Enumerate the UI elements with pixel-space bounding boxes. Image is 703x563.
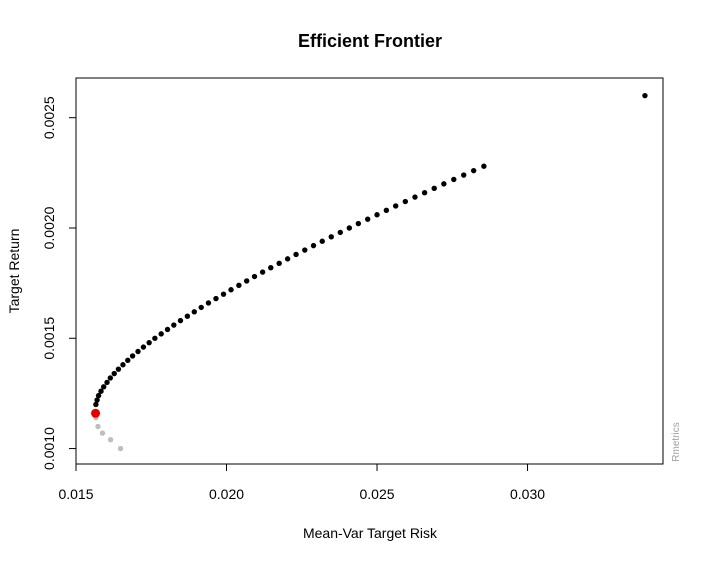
y-axis: 0.0010 0.0015 0.0020 0.0025 xyxy=(41,96,77,470)
frontier-point xyxy=(158,331,164,337)
x-axis: 0.015 0.020 0.025 0.030 xyxy=(58,463,545,502)
frontier-point xyxy=(177,317,184,324)
x-tick-label: 0.025 xyxy=(360,486,395,502)
frontier-point xyxy=(402,198,409,205)
inefficient-point xyxy=(117,445,124,452)
min-variance-point xyxy=(91,408,101,418)
frontier-point xyxy=(293,251,299,258)
inefficient-point xyxy=(99,430,106,436)
frontier-point xyxy=(481,163,487,169)
frontier-point xyxy=(284,256,291,262)
frontier-point xyxy=(392,203,399,209)
chart-title: Efficient Frontier xyxy=(298,31,442,51)
frontier-point xyxy=(98,388,104,394)
frontier-point xyxy=(337,229,344,236)
frontier-point xyxy=(213,295,219,302)
frontier-point xyxy=(107,375,114,381)
frontier-point xyxy=(319,238,325,244)
frontier-point xyxy=(328,234,334,240)
frontier-point xyxy=(184,313,191,319)
frontier-point xyxy=(171,322,177,328)
inefficient-point xyxy=(95,423,101,430)
x-tick-label: 0.015 xyxy=(58,486,93,502)
x-tick-label: 0.030 xyxy=(510,486,545,502)
frontier-point xyxy=(129,353,136,359)
frontier-point xyxy=(135,348,141,355)
frontier-point xyxy=(104,379,110,386)
frontier-point xyxy=(236,282,242,289)
frontier-point xyxy=(100,384,107,390)
frontier-point xyxy=(95,392,102,399)
frontier-point xyxy=(441,181,447,187)
y-tick-label: 0.0025 xyxy=(41,96,57,139)
frontier-point xyxy=(94,397,100,403)
frontier-point xyxy=(374,212,380,218)
y-tick-label: 0.0010 xyxy=(41,427,57,470)
frontier-point xyxy=(140,344,147,350)
frontier-point xyxy=(115,366,122,372)
frontier-point xyxy=(93,401,99,408)
frontier-point xyxy=(431,185,437,191)
frontier-point xyxy=(228,287,234,293)
frontier-point xyxy=(642,92,648,99)
frontier-point xyxy=(152,335,158,341)
frontier-point xyxy=(191,309,198,315)
frontier-points xyxy=(91,92,648,452)
frontier-point xyxy=(125,357,131,364)
frontier-point xyxy=(146,339,152,346)
frontier-point xyxy=(451,176,457,183)
frontier-point xyxy=(470,167,477,174)
frontier-point xyxy=(421,189,428,196)
y-tick-label: 0.0015 xyxy=(41,317,57,360)
frontier-point xyxy=(383,207,390,214)
y-axis-label: Target Return xyxy=(6,229,22,314)
frontier-point xyxy=(412,194,418,200)
frontier-point xyxy=(364,216,371,222)
frontier-point xyxy=(346,225,353,231)
frontier-point xyxy=(111,370,117,377)
plot-frame xyxy=(75,77,664,465)
frontier-point xyxy=(259,269,266,275)
y-tick-label: 0.0020 xyxy=(41,206,57,249)
frontier-point xyxy=(198,304,204,311)
frontier-point xyxy=(276,260,282,266)
frontier-point xyxy=(220,291,227,297)
frontier-point xyxy=(251,273,258,280)
frontier-point xyxy=(243,278,250,284)
frontier-point xyxy=(164,326,171,333)
inefficient-point xyxy=(107,437,114,443)
frontier-point xyxy=(355,220,362,227)
frontier-point xyxy=(120,362,126,368)
rmetrics-watermark: Rmetrics xyxy=(671,422,682,461)
frontier-point xyxy=(268,264,274,271)
frontier-point xyxy=(205,300,212,306)
frontier-point xyxy=(310,242,317,249)
x-axis-label: Mean-Var Target Risk xyxy=(303,525,438,541)
x-tick-label: 0.020 xyxy=(209,486,244,502)
frontier-point xyxy=(461,172,467,178)
frontier-point xyxy=(302,247,308,253)
